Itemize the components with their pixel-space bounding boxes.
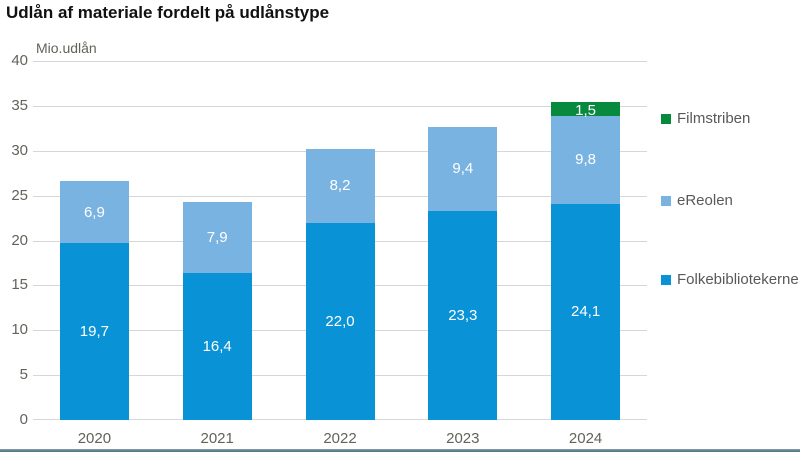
bar-value-label: 23,3: [448, 306, 478, 324]
bar-2022: 22,0 8,2: [305, 61, 375, 420]
legend-label: Folkebibliotekerne: [677, 271, 799, 288]
x-axis-tick-label: 2023: [446, 430, 480, 447]
bar-segment-folkebibliotekerne: 23,3: [428, 210, 498, 420]
bar-value-label: 6,9: [83, 203, 105, 221]
x-axis-tick-label: 2020: [77, 430, 112, 447]
bar-segment-filmstriben: 1,5: [551, 102, 621, 119]
bar-value-label: 22,0: [325, 312, 355, 330]
bar-2024: 24,1 9,8 1,5: [551, 61, 621, 420]
y-axis-tick-label: 20: [11, 231, 28, 249]
bar-value-label: 19,7: [79, 323, 109, 341]
bar-2020: 19,7 6,9: [59, 61, 129, 420]
y-axis-unit-label: Mio.udlån: [36, 40, 97, 56]
bar-2021: 16,4 7,9: [182, 61, 252, 420]
legend: Filmstriben eReolen Folkebibliotekerne: [661, 0, 799, 457]
gridline: [33, 105, 647, 107]
x-axis-tick-label: 2021: [200, 430, 234, 447]
y-axis-tick-label: 25: [11, 186, 28, 204]
bar-segment-ereolen: 8,2: [305, 148, 375, 223]
bar-value-label: 9,8: [575, 151, 597, 169]
gridline: [33, 61, 647, 62]
y-axis-tick-label: 0: [19, 411, 28, 428]
y-axis-tick-label: 35: [11, 96, 28, 114]
bar-value-label: 7,9: [206, 228, 228, 246]
y-axis-tick-label: 10: [11, 321, 28, 339]
legend-swatch-icon: [661, 196, 671, 206]
y-axis-tick-label: 40: [11, 52, 28, 69]
plot-area: 0 5 10 15 20 25 30 35 40 19,7 6,9 2020 16,4 7,9 2021 22…: [11, 52, 647, 447]
bar-value-label: 1,5: [575, 102, 597, 120]
chart-title: Udlån af materiale fordelt på udlånstype: [6, 3, 330, 22]
bar-value-label: 9,4: [452, 160, 474, 178]
y-axis-tick-label: 30: [11, 141, 28, 159]
legend-swatch-icon: [661, 114, 671, 124]
bar-segment-ereolen: 6,9: [59, 181, 129, 244]
legend-swatch-icon: [661, 275, 671, 285]
bar-segment-ereolen: 9,8: [551, 115, 621, 204]
bar-segment-folkebibliotekerne: 16,4: [182, 272, 252, 420]
bar-segment-ereolen: 7,9: [182, 201, 252, 273]
legend-item-folkebibliotekerne: Folkebibliotekerne: [661, 272, 799, 288]
bar-segment-ereolen: 9,4: [428, 126, 498, 211]
footer-divider: [0, 449, 800, 452]
bar-value-label: 24,1: [570, 303, 601, 321]
y-axis-tick-label: 15: [11, 276, 28, 294]
legend-label: eReolen: [677, 192, 733, 209]
bar-value-label: 16,4: [202, 337, 232, 355]
bar-segment-folkebibliotekerne: 24,1: [551, 203, 621, 420]
x-axis-tick-label: 2022: [323, 430, 357, 447]
bar-value-label: 8,2: [329, 177, 351, 195]
legend-item-ereolen: eReolen: [661, 193, 733, 209]
legend-label: Filmstriben: [677, 110, 751, 127]
bar-segment-folkebibliotekerne: 22,0: [305, 222, 375, 420]
bar-segment-folkebibliotekerne: 19,7: [59, 243, 129, 420]
bar-2023: 23,3 9,4: [428, 61, 498, 420]
y-axis-tick-label: 5: [19, 366, 28, 384]
legend-item-filmstriben: Filmstriben: [661, 111, 750, 127]
x-axis-tick-label: 2024: [568, 430, 603, 447]
